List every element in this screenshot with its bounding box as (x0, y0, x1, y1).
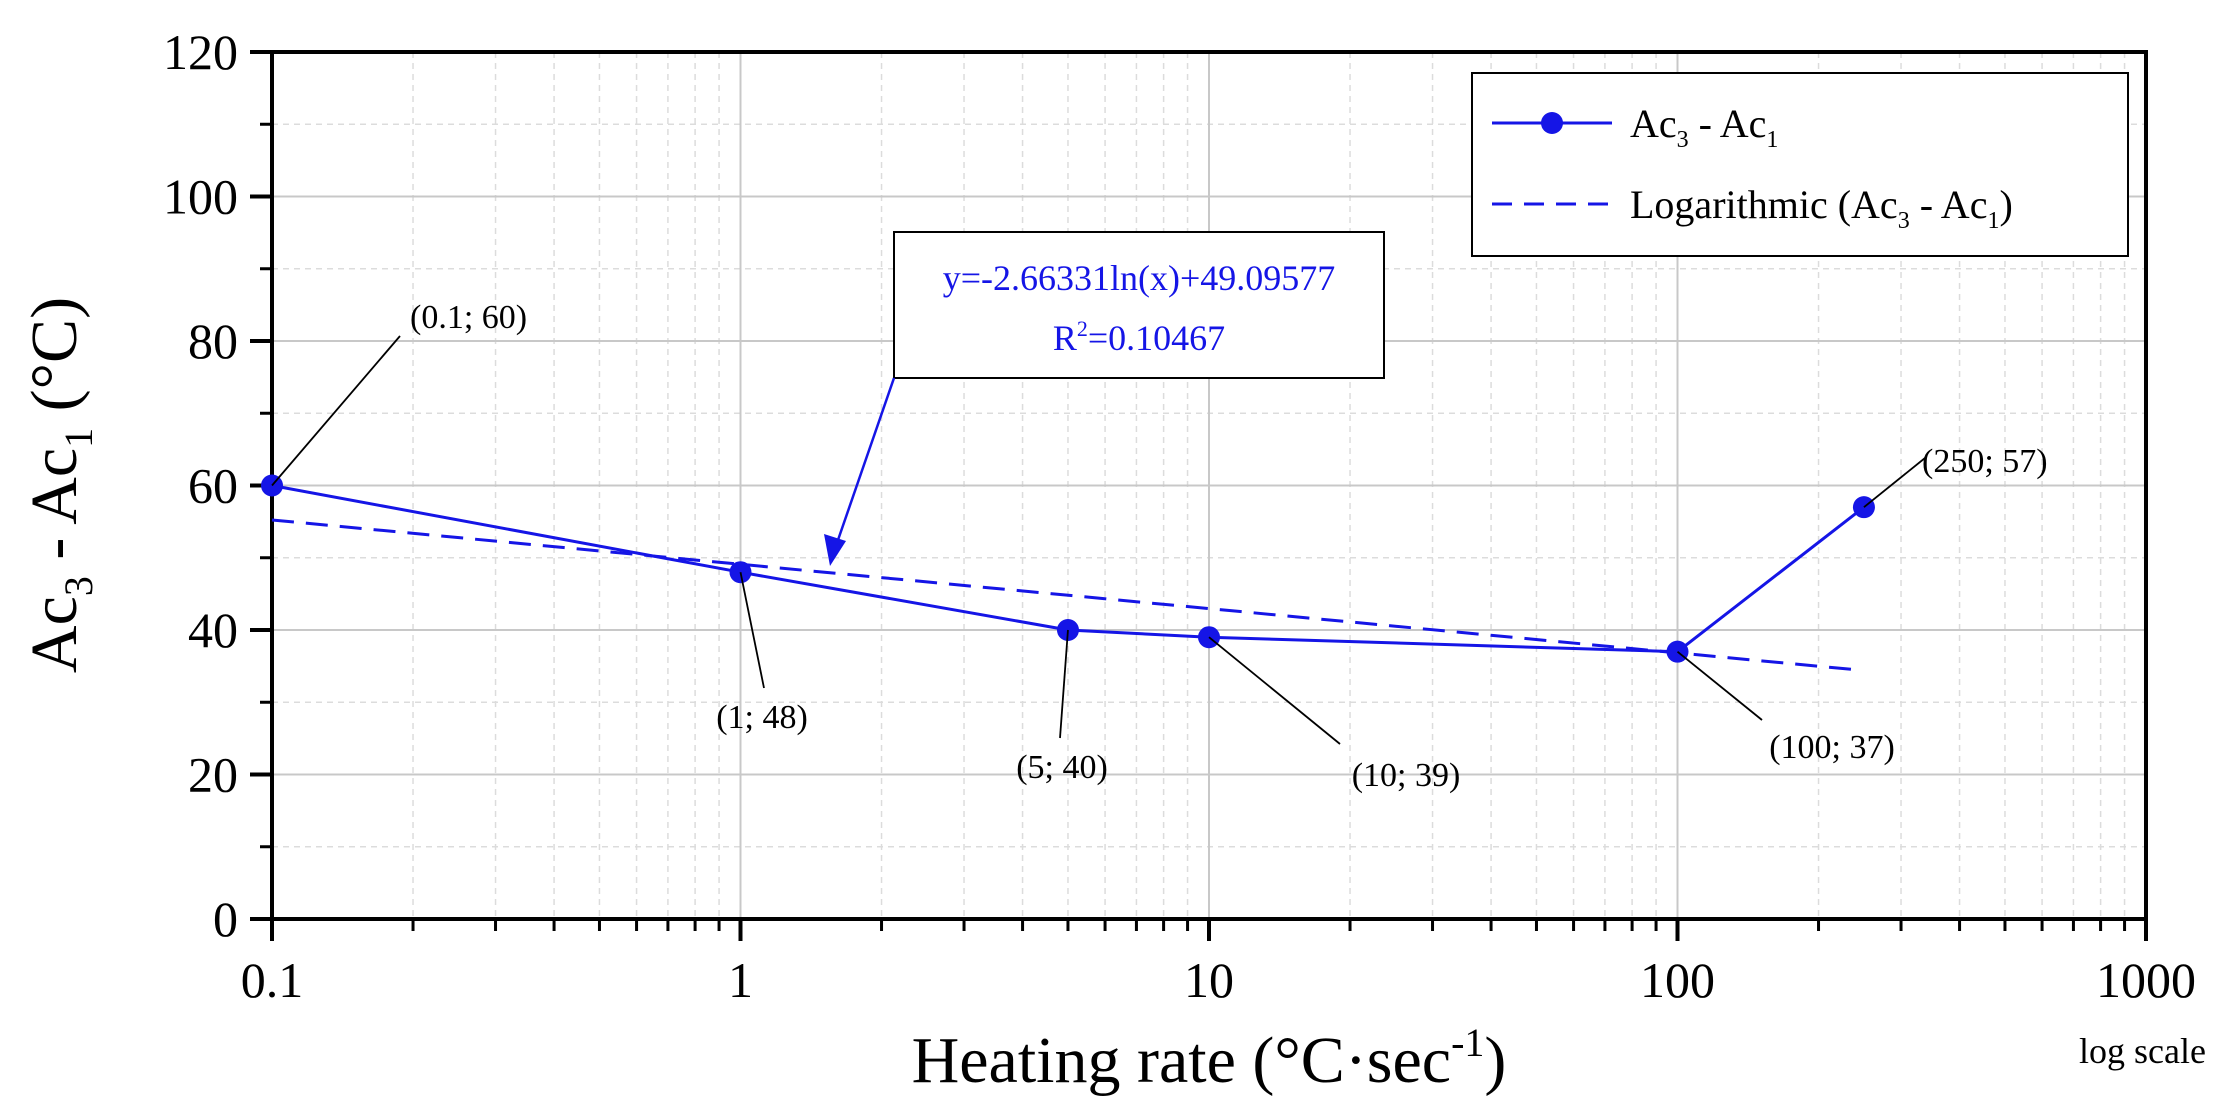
axes: 0 20 40 60 80 100 120 0.1 1 10 100 1000 (163, 24, 2196, 1008)
point-annotations: (0.1; 60) (1; 48) (5; 40) (10; 39) (100; 37)… (271, 299, 2048, 794)
legend: Ac3 - Ac1 Logarithmic (Ac3 - Ac1) (1471, 72, 2129, 257)
equation-frame (893, 231, 1385, 379)
point-label: (100; 37) (1769, 729, 1895, 766)
point-label: (0.1; 60) (410, 299, 527, 336)
legend-swatch-marker (1541, 112, 1563, 134)
annotation-leader (1676, 650, 1763, 721)
legend-label-fit: Logarithmic (Ac3 - Ac1) (1630, 182, 2013, 234)
y-tick-label: 20 (188, 747, 238, 803)
annotation-leader (271, 335, 401, 487)
legend-label-series: Ac3 - Ac1 (1630, 101, 1778, 153)
legend-frame (1471, 72, 2129, 257)
y-tick-label: 60 (188, 458, 238, 514)
x-tick-label: 1 (728, 952, 753, 1008)
annotation-leader (1208, 636, 1341, 745)
y-tick-label: 100 (163, 169, 238, 225)
r-squared-text: R2=0.10467 (1053, 316, 1225, 358)
y-tick-label: 80 (188, 313, 238, 369)
equation-arrow (836, 377, 896, 541)
annotation-leader (739, 572, 765, 689)
annotation-leader (1059, 629, 1069, 739)
equation-text: y=-2.66331ln(x)+49.09577 (943, 258, 1336, 298)
y-axis-title: Ac3 - Ac1 (°C) (18, 297, 101, 673)
series-logarithmic-fit (271, 518, 1856, 672)
equation-arrowhead (824, 534, 846, 566)
point-label: (1; 48) (716, 699, 808, 736)
x-tick-label: 10 (1184, 952, 1234, 1008)
series-line (271, 484, 1865, 654)
point-label: (5; 40) (1016, 749, 1108, 786)
y-tick-label: 120 (163, 24, 238, 80)
y-tick-label: 40 (188, 602, 238, 658)
axis-labels: Heating rate (°C·sec-1) log scale Ac3 - Ac… (18, 297, 2206, 1097)
x-tick-label: 1000 (2096, 952, 2196, 1008)
x-axis-title: Heating rate (°C·sec-1) (912, 1020, 1507, 1097)
x-tick-label: 0.1 (241, 952, 304, 1008)
x-tick-label: 100 (1640, 952, 1715, 1008)
equation-box: y=-2.66331ln(x)+49.09577 R2=0.10467 (824, 231, 1385, 566)
fit-line (271, 518, 1856, 672)
point-label: (250; 57) (1922, 443, 2048, 480)
point-label: (10; 39) (1352, 757, 1461, 794)
y-tick-label: 0 (213, 891, 238, 947)
annotation-leader (1863, 457, 1926, 508)
x-scale-note: log scale (2079, 1031, 2206, 1071)
